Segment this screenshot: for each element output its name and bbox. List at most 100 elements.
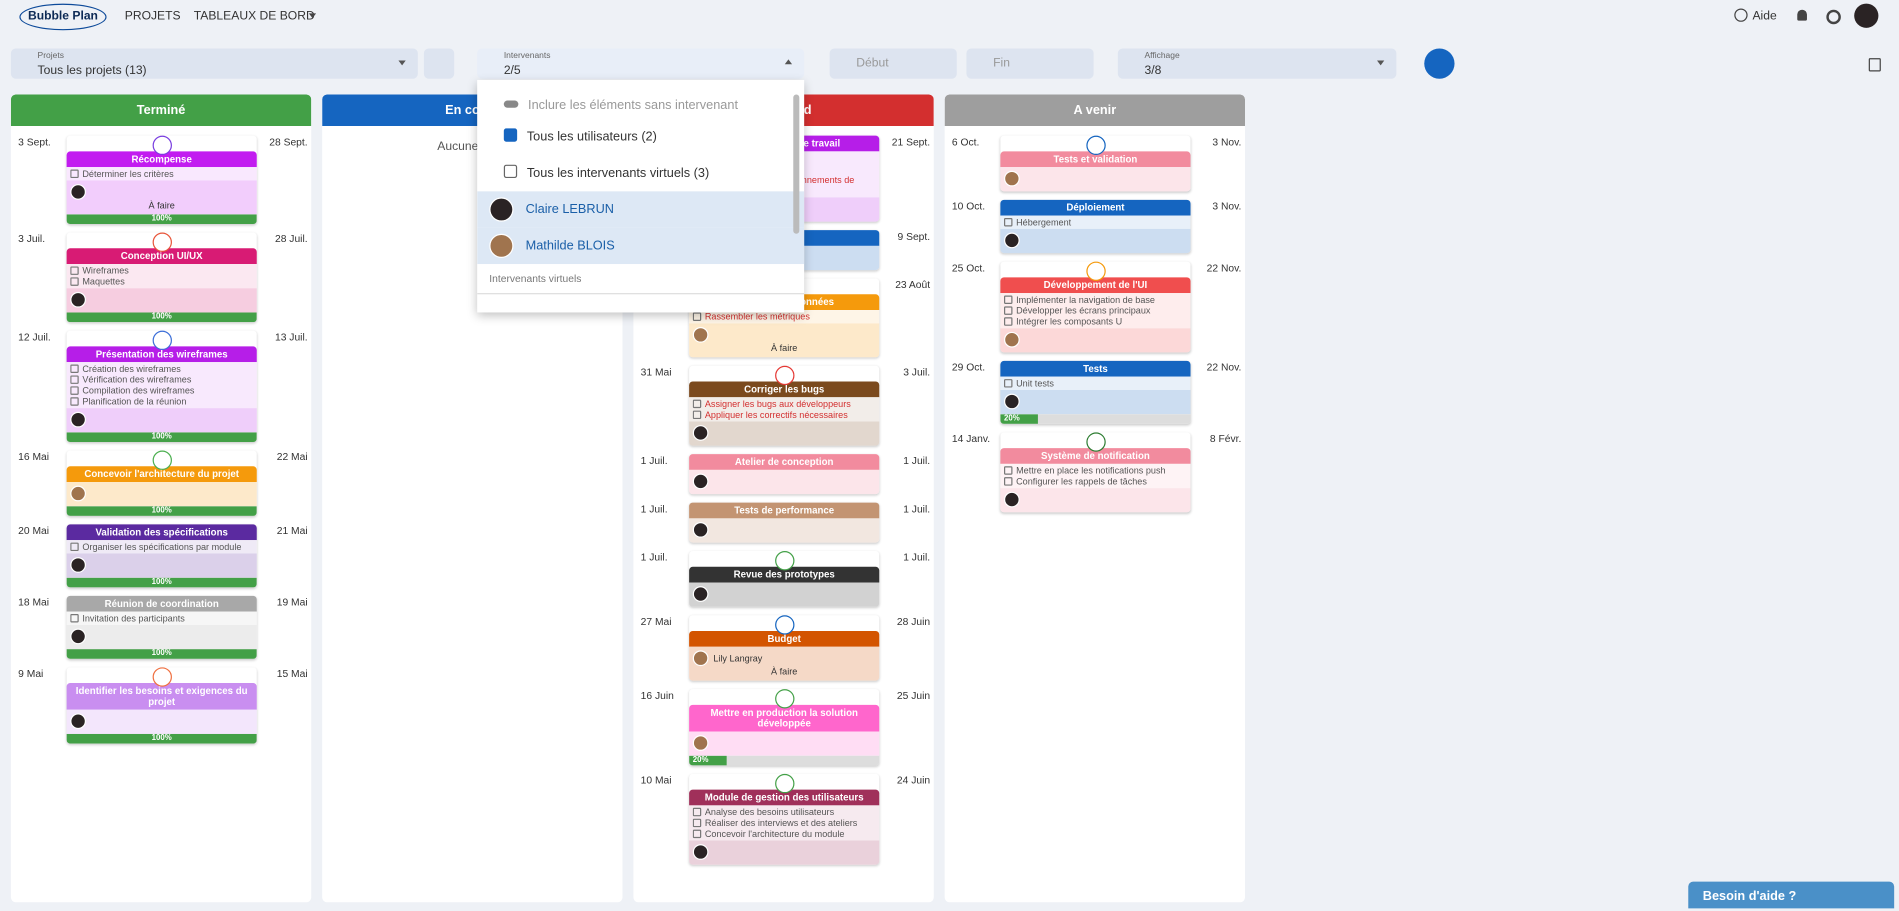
- projects-filter[interactable]: Projets Tous les projets (13): [10, 48, 418, 79]
- toggle[interactable]: [503, 100, 519, 108]
- card[interactable]: 10 Mai 24 Juin Module de gestion des utili…: [641, 773, 930, 865]
- task: Création des wireframes: [70, 363, 253, 374]
- end-date: 13 Juil.: [274, 330, 308, 343]
- end-date: 24 Juin: [896, 773, 931, 787]
- help-button[interactable]: Besoin d'aide ?: [1688, 881, 1895, 909]
- avatar: [1004, 232, 1020, 249]
- column-body: 3 Sept. 28 Sept. Récompense Déterminer les …: [11, 126, 311, 744]
- display-filter[interactable]: Affichage 3/8: [1117, 48, 1397, 79]
- avatar: [489, 197, 514, 222]
- settings[interactable]: [1826, 9, 1841, 25]
- task: Rassembler les métriques: [693, 311, 876, 322]
- card-icon: [151, 667, 172, 687]
- progress-text: 100%: [151, 506, 172, 515]
- card-footer: [689, 731, 880, 756]
- card-entry: 31 Mai 3 Juil. Corriger les bugs Assigner l…: [633, 365, 933, 446]
- card[interactable]: 1 Juil. 1 Juil. Tests de performance: [641, 502, 930, 543]
- card-footer: [1000, 488, 1191, 513]
- user-option[interactable]: Mathilde BLOIS: [477, 227, 805, 265]
- card-footer: [689, 421, 880, 446]
- start-date: 10 Mai: [640, 773, 672, 787]
- task: Intégrer les composants U: [1004, 316, 1187, 327]
- nav-projects[interactable]: PROJETS: [124, 9, 181, 24]
- card-icon: [774, 551, 794, 571]
- card-footer: [689, 518, 880, 543]
- card[interactable]: 9 Mai 15 Mai Identifier les besoins et exi…: [18, 667, 308, 744]
- user-name: Claire LEBRUN: [525, 202, 614, 217]
- card[interactable]: 31 Mai 3 Juil. Corriger les bugs Assigner l…: [641, 365, 930, 446]
- progress-bar: [66, 214, 257, 225]
- card[interactable]: 16 Mai 22 Mai Concevoir l'architecture du …: [18, 450, 308, 516]
- progress: 100%: [66, 649, 257, 659]
- status: À faire: [148, 199, 175, 211]
- card[interactable]: 3 Juil. 28 Juil. Conception UI/UX Wireframe…: [18, 232, 308, 323]
- progress-bar: [66, 432, 257, 443]
- user-avatar[interactable]: [1854, 3, 1879, 28]
- avatar: [70, 628, 86, 645]
- save-button[interactable]: [1424, 48, 1455, 79]
- help-link[interactable]: Aide: [1752, 9, 1777, 24]
- card[interactable]: 1 Juil. 1 Juil. Atelier de conception: [641, 454, 930, 495]
- card[interactable]: 20 Mai 21 Mai Validation des spécification…: [18, 524, 308, 588]
- task: Appliquer les correctifs nécessaires: [693, 409, 876, 420]
- card[interactable]: 27 Mai 28 Juin Budget Lily Langray À faire: [641, 615, 930, 681]
- refresh[interactable]: [423, 48, 455, 79]
- card[interactable]: 10 Oct. 3 Nov. Déploiement Hébergement: [952, 199, 1241, 254]
- card[interactable]: 29 Oct. 22 Nov. Tests Unit tests 20%: [952, 360, 1241, 424]
- label: Intervenants: [503, 52, 551, 61]
- start-date: 3 Sept.: [18, 135, 51, 148]
- value: 3/8: [1144, 64, 1162, 78]
- card-title: Tests et validation: [1000, 151, 1191, 168]
- card[interactable]: 25 Oct. 22 Nov. Développement de l'UI Implé…: [952, 261, 1241, 353]
- card-title: Déploiement: [1000, 199, 1191, 216]
- start-date: 1 Juil.: [640, 502, 668, 515]
- task-list: Rassembler les métriques: [689, 310, 880, 324]
- card[interactable]: 1 Juil. 1 Juil. Revue des prototypes: [641, 551, 930, 607]
- column-header: Terminé: [10, 94, 312, 126]
- option[interactable]: Tous les utilisateurs (2): [477, 119, 804, 155]
- avatar: [70, 291, 86, 308]
- card[interactable]: 12 Juil. 13 Juil. Présentation des wirefra…: [18, 330, 308, 443]
- card[interactable]: 18 Mai 19 Mai Réunion de coordination Invit…: [18, 595, 308, 659]
- avatar: [70, 485, 86, 502]
- toggle-row[interactable]: Inclure les éléments sans intervenant: [477, 80, 804, 113]
- start-date: 12 Juil.: [18, 330, 51, 343]
- people-filter[interactable]: Intervenants 2/5: [477, 48, 805, 79]
- start-filter[interactable]: Début: [829, 48, 957, 79]
- card-title: Conception UI/UX: [66, 248, 257, 265]
- logout[interactable]: [1868, 58, 1881, 72]
- card-footer: [66, 482, 257, 507]
- card[interactable]: 3 Sept. 28 Sept. Récompense Déterminer les …: [18, 135, 308, 225]
- option[interactable]: Tous les intervenants virtuels (3): [477, 155, 804, 191]
- card[interactable]: 6 Oct. 3 Nov. Tests et validation: [952, 135, 1241, 192]
- avatar: [692, 650, 709, 667]
- task-list: Implémenter la navigation de base Dévelop…: [1000, 293, 1191, 329]
- start-date: 29 Oct.: [951, 360, 986, 374]
- checkbox[interactable]: [503, 128, 518, 142]
- column-body: 6 Oct. 3 Nov. Tests et validation 10 Oct. 3 …: [945, 126, 1245, 513]
- card[interactable]: 14 Janv. 8 Févr. Système de notification Me…: [952, 432, 1241, 513]
- task: Maquettes: [70, 276, 253, 287]
- progress-bar: [689, 755, 728, 766]
- checkbox[interactable]: [503, 164, 518, 179]
- card-title: Corriger les bugs: [689, 381, 880, 398]
- task-list: Création des wireframes Vérification des …: [66, 362, 257, 409]
- start-date: 20 Mai: [18, 524, 50, 537]
- task: Mettre en place les notifications push: [1004, 465, 1187, 476]
- end-filter[interactable]: Fin: [966, 48, 1094, 79]
- user-list: Claire LEBRUN Mathilde BLOIS: [477, 191, 805, 265]
- nav-dashboards[interactable]: TABLEAUX DE BORD: [193, 9, 315, 24]
- card-entry: 3 Sept. 28 Sept. Récompense Déterminer les …: [11, 135, 311, 225]
- end-date: 28 Juin: [896, 615, 931, 628]
- card-entry: 1 Juil. 1 Juil. Tests de performance: [633, 502, 933, 543]
- user-option[interactable]: Claire LEBRUN: [477, 191, 805, 228]
- task: Analyse des besoins utilisateurs: [693, 807, 876, 818]
- bell[interactable]: [1797, 9, 1807, 21]
- progress: 20%: [1000, 414, 1191, 424]
- card-footer: [1000, 389, 1191, 415]
- task: Wireframes: [70, 265, 253, 276]
- end-date: 23 Août: [895, 278, 931, 291]
- logo[interactable]: Bubble Plan: [19, 3, 107, 31]
- card[interactable]: 16 Juin 25 Juin Mettre en production la so…: [641, 689, 930, 766]
- placeholder: Fin: [993, 56, 1010, 71]
